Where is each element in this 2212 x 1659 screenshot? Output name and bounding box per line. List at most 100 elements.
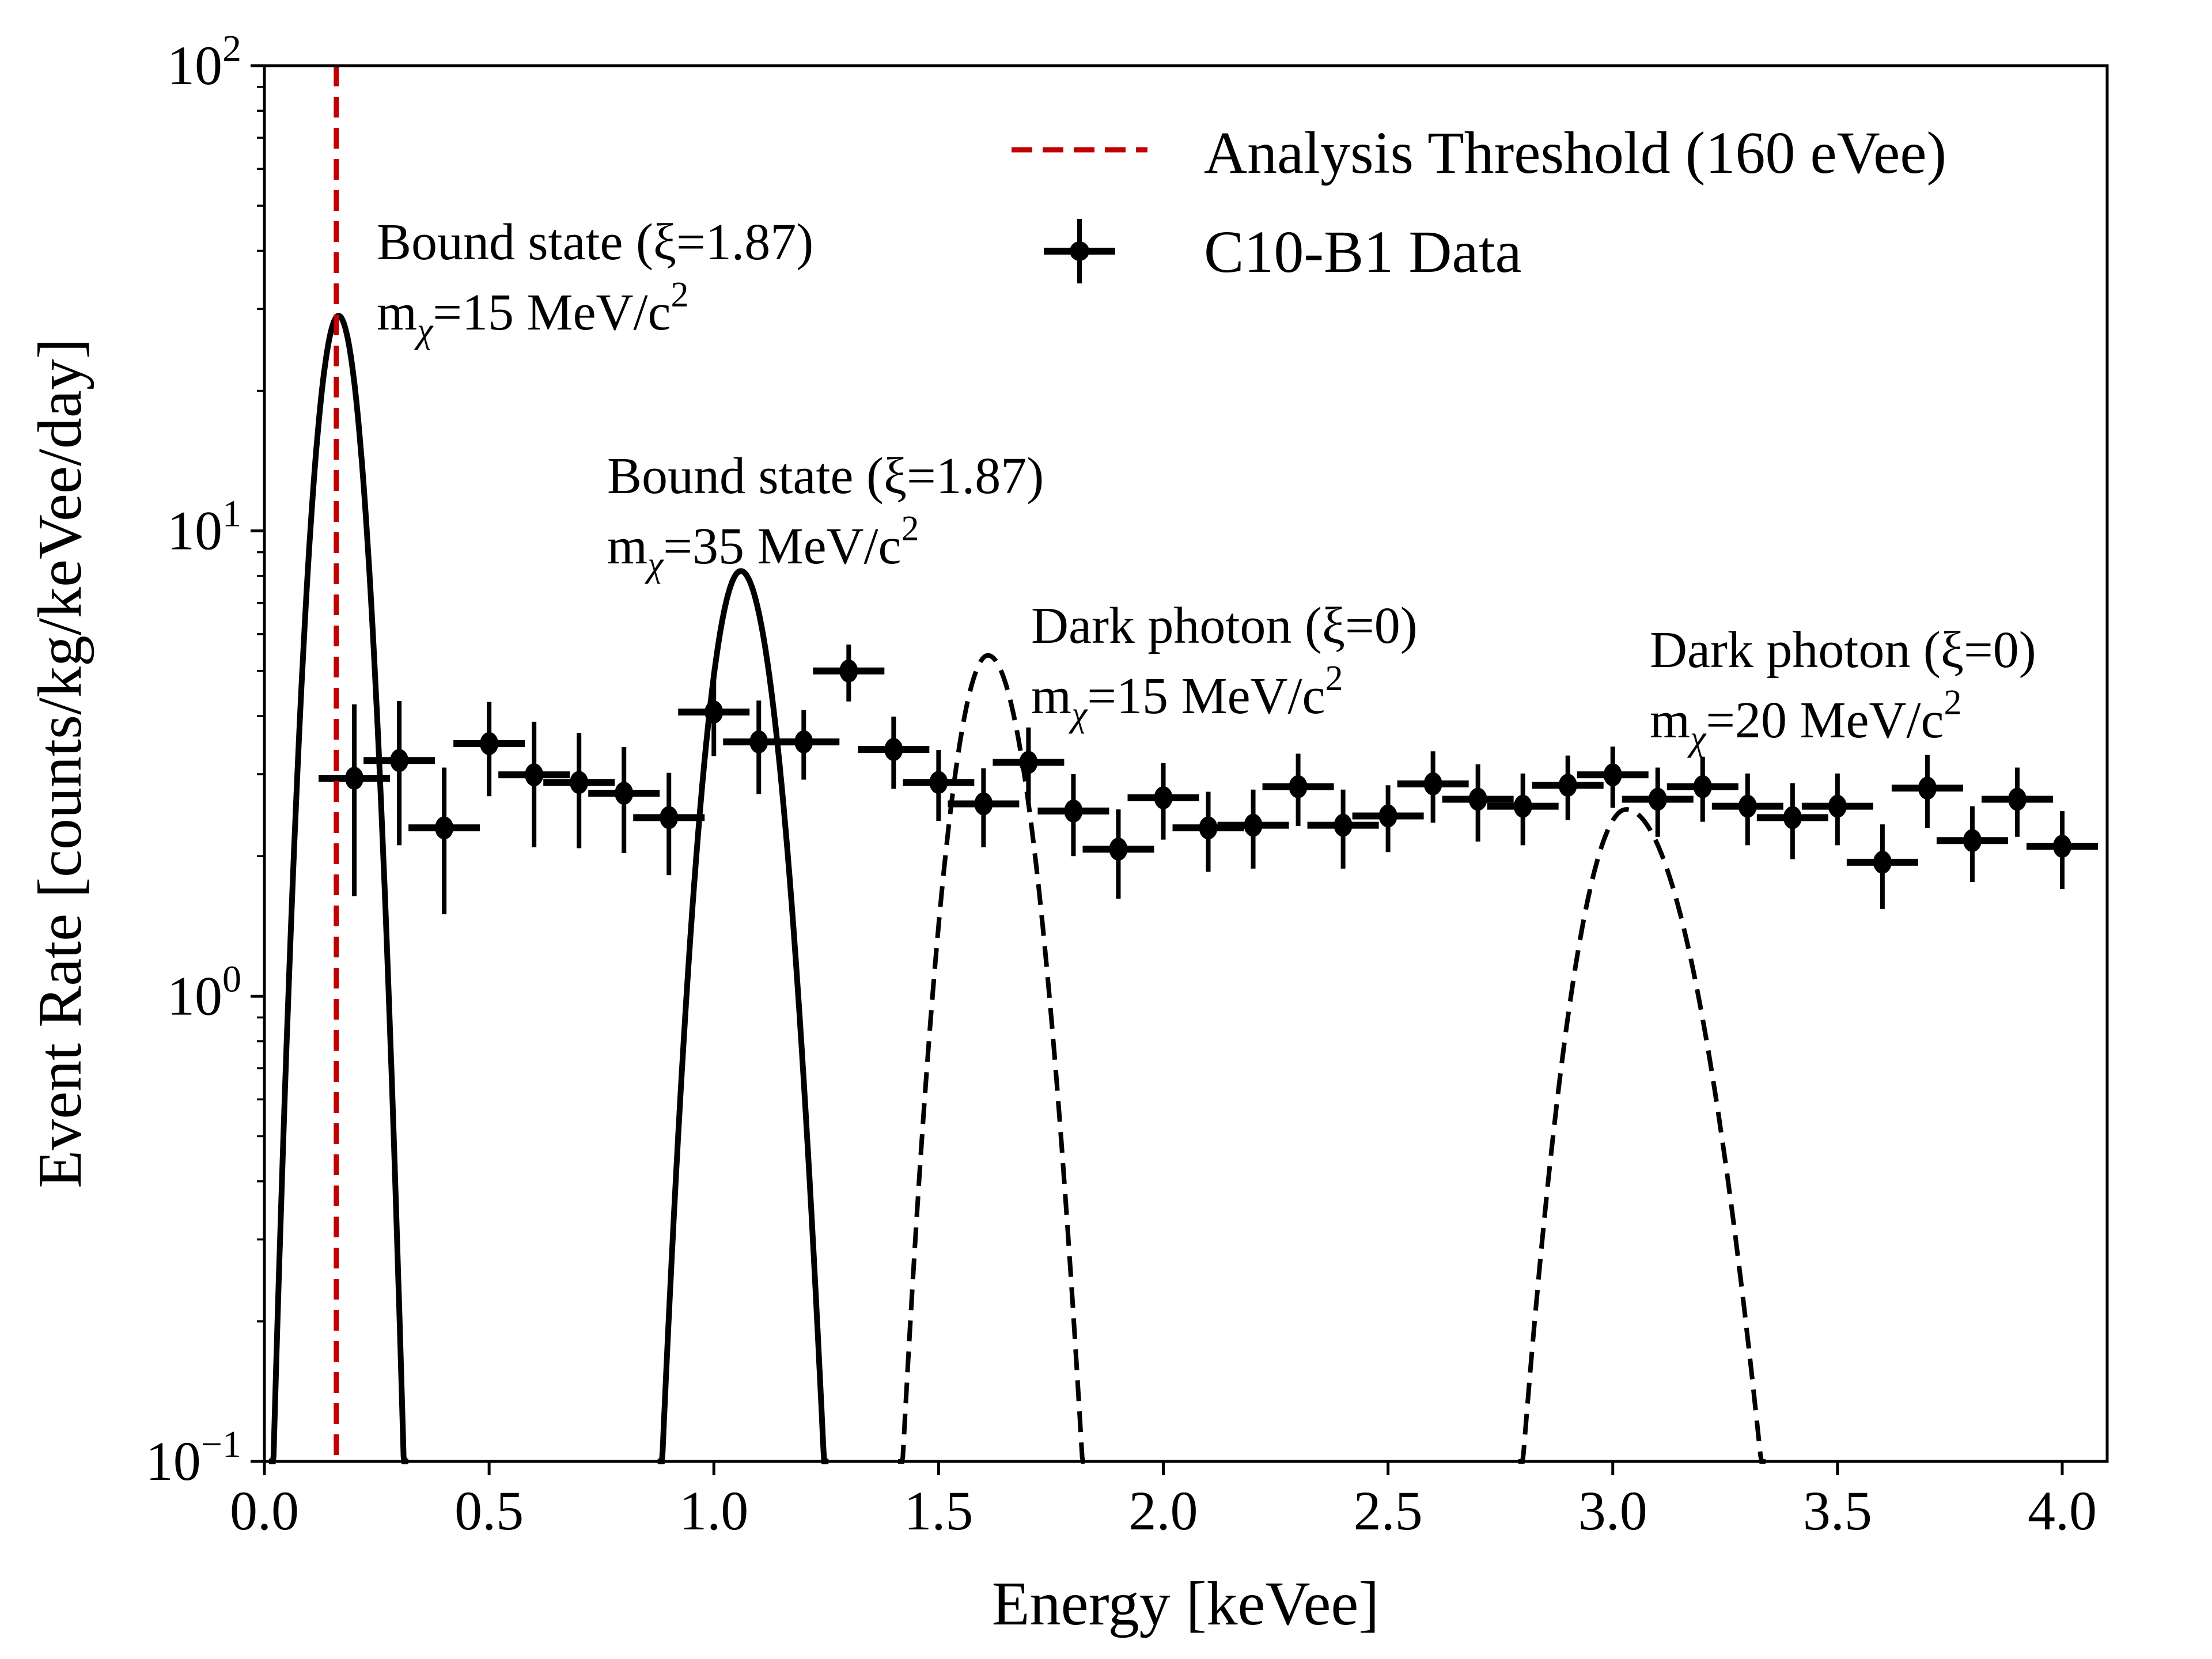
x-tick-label: 1.0 <box>679 1480 748 1541</box>
marker <box>2052 835 2071 858</box>
data-point <box>1891 755 1963 828</box>
data-point <box>319 704 391 896</box>
annotation-title: Bound state (ξ=1.87) <box>607 448 1044 505</box>
marker <box>1513 794 1532 818</box>
data-point <box>678 676 750 756</box>
data-point <box>1352 785 1424 853</box>
model-curve <box>1518 807 1766 1464</box>
data-point <box>1442 764 1514 842</box>
marker <box>1918 777 1937 800</box>
data-point <box>813 644 885 702</box>
data-points <box>319 644 2098 915</box>
marker <box>1468 787 1487 811</box>
marker <box>1963 829 1982 853</box>
y-tick-label: 102 <box>167 28 241 96</box>
marker <box>1783 806 1802 830</box>
marker <box>974 792 993 816</box>
annotation-title: Dark photon (ξ=0) <box>1031 597 1418 654</box>
data-point <box>1172 791 1244 872</box>
x-axis-label: Energy [keVee] <box>992 1570 1380 1638</box>
data-point <box>1846 824 1918 909</box>
marker <box>345 767 364 790</box>
data-point <box>1981 767 2053 837</box>
marker <box>435 816 454 840</box>
marker <box>1289 775 1308 798</box>
data-point <box>498 721 570 847</box>
marker <box>615 782 634 805</box>
data-point <box>858 716 930 789</box>
legend-threshold-label: Analysis Threshold (160 eVee) <box>1204 120 1946 186</box>
data-point <box>453 702 525 797</box>
annotation-title: Dark photon (ξ=0) <box>1650 622 2036 679</box>
marker <box>1378 804 1397 828</box>
data-point <box>1936 806 2008 882</box>
data-point <box>1307 789 1379 869</box>
marker <box>1199 816 1218 840</box>
marker <box>1738 794 1757 818</box>
data-point <box>1801 773 1873 846</box>
data-point <box>633 772 705 876</box>
data-point <box>1262 753 1334 827</box>
data-point <box>1577 746 1649 808</box>
marker <box>884 738 903 762</box>
x-tick-label: 2.5 <box>1354 1480 1423 1541</box>
marker <box>660 806 679 830</box>
data-point <box>1487 773 1559 846</box>
data-point <box>1711 773 1783 846</box>
data-point <box>2026 810 2098 889</box>
x-tick-label: 0.0 <box>230 1480 299 1541</box>
marker <box>525 763 544 787</box>
marker <box>1109 838 1128 861</box>
marker <box>1648 787 1667 811</box>
marker <box>839 659 858 683</box>
marker <box>1423 772 1442 796</box>
marker <box>480 732 499 755</box>
marker <box>749 730 768 753</box>
plot-frame <box>263 64 2109 1463</box>
model-curve <box>898 653 1087 1464</box>
marker <box>1244 813 1263 837</box>
marker <box>1873 850 1892 874</box>
data-point <box>543 733 615 849</box>
marker <box>929 771 948 794</box>
marker <box>1064 799 1083 823</box>
annotation-title: Bound state (ξ=1.87) <box>377 214 813 271</box>
annotation-mass: mχ=15 MeV/c2 <box>377 275 688 350</box>
annotation-mass: mχ=20 MeV/c2 <box>1650 683 1961 758</box>
data-point <box>1532 755 1604 820</box>
x-tick-label: 4.0 <box>2028 1480 2097 1541</box>
data-point <box>408 767 480 915</box>
data-point <box>768 710 840 780</box>
data-point <box>1622 767 1694 837</box>
y-tick-label: 10−1 <box>146 1423 241 1492</box>
marker <box>2008 787 2027 811</box>
annotation-mass: mχ=15 MeV/c2 <box>1031 659 1343 734</box>
marker <box>1558 774 1577 797</box>
y-tick-label: 100 <box>167 958 241 1027</box>
marker <box>1828 794 1847 818</box>
legend: Analysis Threshold (160 eVee) C10-B1 Dat… <box>1012 120 1946 285</box>
y-tick-label: 101 <box>167 493 241 562</box>
data-point <box>948 768 1020 847</box>
x-tick-label: 0.5 <box>454 1480 524 1541</box>
marker <box>1693 775 1712 798</box>
data-point <box>993 727 1065 805</box>
data-point <box>1756 783 1828 859</box>
legend-data-swatch <box>1044 219 1115 283</box>
data-point <box>1397 751 1469 823</box>
marker <box>1019 751 1038 774</box>
data-point <box>903 750 975 821</box>
x-tick-label: 2.0 <box>1128 1480 1198 1541</box>
data-point <box>1082 809 1154 899</box>
data-point <box>1127 763 1199 840</box>
x-tick-label: 1.5 <box>904 1480 973 1541</box>
data-point <box>1037 774 1109 857</box>
marker <box>570 771 589 794</box>
legend-data-label: C10-B1 Data <box>1204 219 1522 285</box>
data-point <box>363 700 435 846</box>
x-tick-label: 3.5 <box>1803 1480 1872 1541</box>
marker <box>390 749 409 772</box>
marker <box>1334 813 1353 837</box>
